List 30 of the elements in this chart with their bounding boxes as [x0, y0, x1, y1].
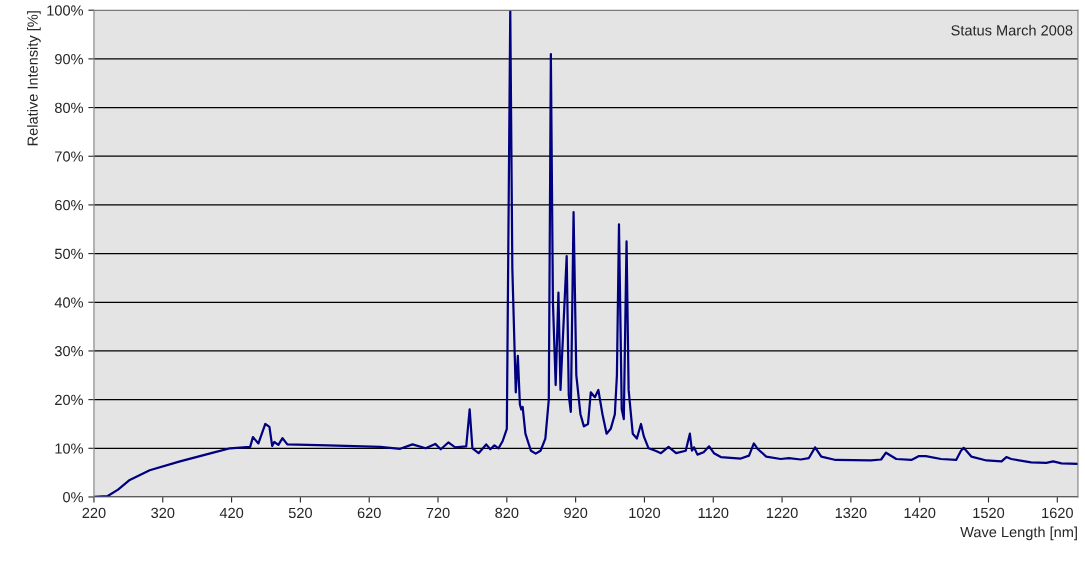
y-tick-label: 0% [63, 492, 84, 503]
x-tick-label: 1320 [835, 507, 867, 519]
y-axis-title: Relative Intensity [%] [27, 11, 41, 146]
y-tick-label: 60% [55, 200, 84, 211]
x-tick-label: 320 [151, 507, 175, 519]
x-tick-label: 1420 [904, 507, 936, 519]
y-tick-label: 10% [55, 443, 84, 454]
x-tick-label: 920 [564, 507, 588, 519]
y-tick-label: 50% [54, 248, 84, 260]
x-tick-label: 520 [288, 507, 312, 519]
x-tick-label: 1220 [766, 507, 798, 519]
x-tick-label: 1020 [629, 507, 661, 519]
y-tick-label: 20% [55, 394, 84, 406]
x-tick-label: 720 [426, 507, 450, 519]
x-tick-label: 1620 [1042, 507, 1073, 519]
y-tick-label: 70% [55, 151, 84, 162]
line-series [93, 10, 1078, 497]
x-axis-title: Wave Length [nm] [960, 526, 1077, 541]
x-tick-label: 620 [357, 507, 381, 519]
x-tick-label: 1120 [698, 507, 729, 519]
annotation: Status March 2008 [951, 24, 1073, 36]
x-tick-label: 420 [219, 507, 244, 519]
x-tick-label: 220 [82, 507, 106, 519]
y-tick-label: 100% [47, 5, 84, 16]
x-tick-label: 1520 [973, 507, 1005, 519]
y-tick-label: 40% [54, 297, 84, 308]
y-tick-label: 30% [54, 346, 84, 357]
y-tick-label: 80% [54, 102, 84, 113]
x-tick-label: 820 [495, 507, 519, 519]
y-tick-label: 90% [55, 53, 84, 65]
